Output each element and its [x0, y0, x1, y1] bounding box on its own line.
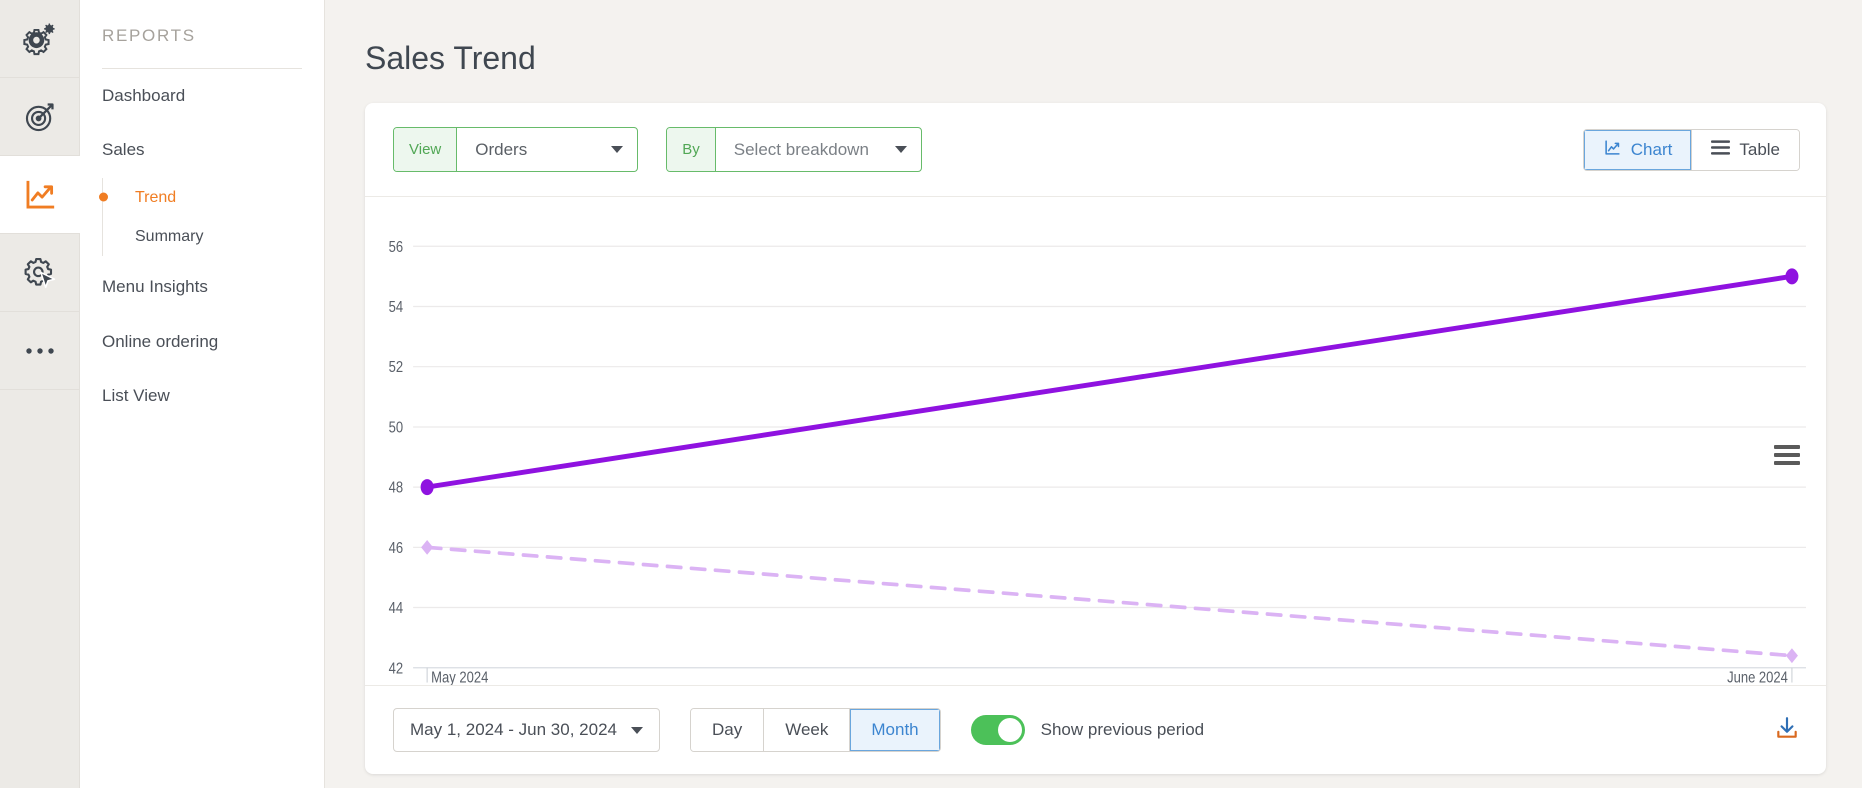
sidebar-subitem-summary[interactable]: Summary	[135, 227, 204, 245]
burger-bar	[1774, 445, 1800, 449]
x-tick-label: June 2024	[1727, 669, 1788, 685]
trend-chart: 56 54 52 50 48 46 44 42 May 2024 June 20…	[365, 197, 1826, 685]
y-tick-label: 48	[389, 479, 403, 497]
show-previous-period-label: Show previous period	[1040, 720, 1205, 739]
gears-icon	[23, 22, 57, 56]
sidebar-subnav-sales: Trend Summary	[102, 177, 324, 257]
y-tick-label: 44	[389, 600, 403, 618]
display-mode-toggle: Chart Table	[1582, 128, 1800, 171]
chart-axis-labels: 56 54 52 50 48 46 44 42 May 2024 June 20…	[389, 239, 1788, 685]
icon-rail	[0, 0, 80, 788]
chart-toolbar: View Orders By Select breakdown	[365, 103, 1826, 197]
table-list-icon	[1711, 139, 1731, 160]
chart-line-icon	[23, 178, 57, 212]
tab-chart-label: Chart	[1630, 139, 1673, 159]
ellipsis-icon	[25, 346, 55, 356]
rail-item-more[interactable]	[0, 312, 80, 390]
series-current-period	[420, 268, 1799, 496]
chart-footer: May 1, 2024 - Jun 30, 2024 Day Week Mont…	[365, 685, 1826, 774]
tab-table[interactable]: Table	[1692, 129, 1799, 170]
view-label: View	[394, 128, 458, 171]
chevron-down-icon	[894, 146, 907, 153]
hamburger-menu-icon[interactable]	[1774, 445, 1800, 469]
download-button[interactable]	[1774, 715, 1800, 746]
reports-sidebar: REPORTS Dashboard Sales Trend Summary Me…	[80, 0, 325, 788]
burger-bar	[1774, 453, 1800, 457]
burger-bar	[1774, 461, 1800, 465]
sidebar-title: REPORTS	[102, 26, 196, 45]
view-metric-selector[interactable]: View Orders	[393, 127, 639, 172]
view-select-value: Orders	[475, 139, 528, 159]
gear-cursor-icon	[23, 256, 57, 290]
y-tick-label: 46	[389, 540, 403, 558]
rail-item-operations[interactable]	[0, 234, 80, 312]
sales-trend-card: View Orders By Select breakdown	[365, 103, 1826, 774]
sidebar-item-dashboard[interactable]: Dashboard	[102, 86, 186, 105]
y-tick-label: 52	[389, 359, 403, 377]
y-tick-label: 56	[389, 239, 403, 257]
rail-item-settings[interactable]	[0, 0, 80, 78]
granularity-week[interactable]: Week	[764, 709, 851, 751]
sidebar-subitem-trend[interactable]: Trend	[103, 178, 324, 217]
granularity-month[interactable]: Month	[850, 709, 940, 751]
trend-chart-svg	[413, 245, 1806, 683]
y-tick-label: 54	[389, 299, 403, 317]
date-range-picker[interactable]: May 1, 2024 - Jun 30, 2024	[393, 708, 660, 752]
sidebar-item-sales[interactable]: Sales	[102, 140, 145, 160]
granularity-day[interactable]: Day	[690, 709, 765, 751]
breakdown-selector[interactable]: By Select breakdown	[666, 127, 922, 172]
rail-item-goals[interactable]	[0, 78, 80, 156]
tab-table-label: Table	[1739, 139, 1780, 159]
x-tick-label: May 2024	[431, 669, 488, 685]
date-range-value: May 1, 2024 - Jun 30, 2024	[410, 720, 617, 739]
sidebar-item-list-view[interactable]: List View	[102, 385, 170, 405]
sidebar-divider	[102, 68, 302, 69]
main-content: Sales Trend View Orders By Select breakd…	[325, 0, 1862, 788]
chart-gridlines	[413, 245, 1806, 669]
download-icon	[1774, 715, 1800, 746]
y-tick-label: 42	[389, 660, 403, 678]
show-previous-period-toggle[interactable]	[970, 715, 1025, 745]
page-title: Sales Trend	[365, 40, 536, 76]
chart-x-ticks	[426, 667, 1793, 683]
chart-line-icon	[1603, 139, 1622, 161]
by-label: By	[667, 128, 716, 171]
rail-item-reports[interactable]	[0, 156, 80, 234]
sidebar-item-online-ordering[interactable]: Online ordering	[102, 331, 219, 351]
breakdown-select-value: Select breakdown	[733, 139, 869, 159]
breakdown-select[interactable]: Select breakdown	[716, 128, 921, 171]
sidebar-item-menu-insights[interactable]: Menu Insights	[102, 277, 208, 297]
tab-chart[interactable]: Chart	[1583, 129, 1693, 170]
y-tick-label: 50	[389, 419, 403, 437]
granularity-toggle: Day Week Month	[689, 708, 941, 752]
target-icon	[23, 100, 57, 134]
view-select[interactable]: Orders	[457, 128, 637, 171]
chevron-down-icon	[630, 726, 643, 734]
previous-period-control: Show previous period	[970, 715, 1205, 745]
chevron-down-icon	[611, 146, 624, 153]
toggle-knob	[997, 718, 1022, 742]
